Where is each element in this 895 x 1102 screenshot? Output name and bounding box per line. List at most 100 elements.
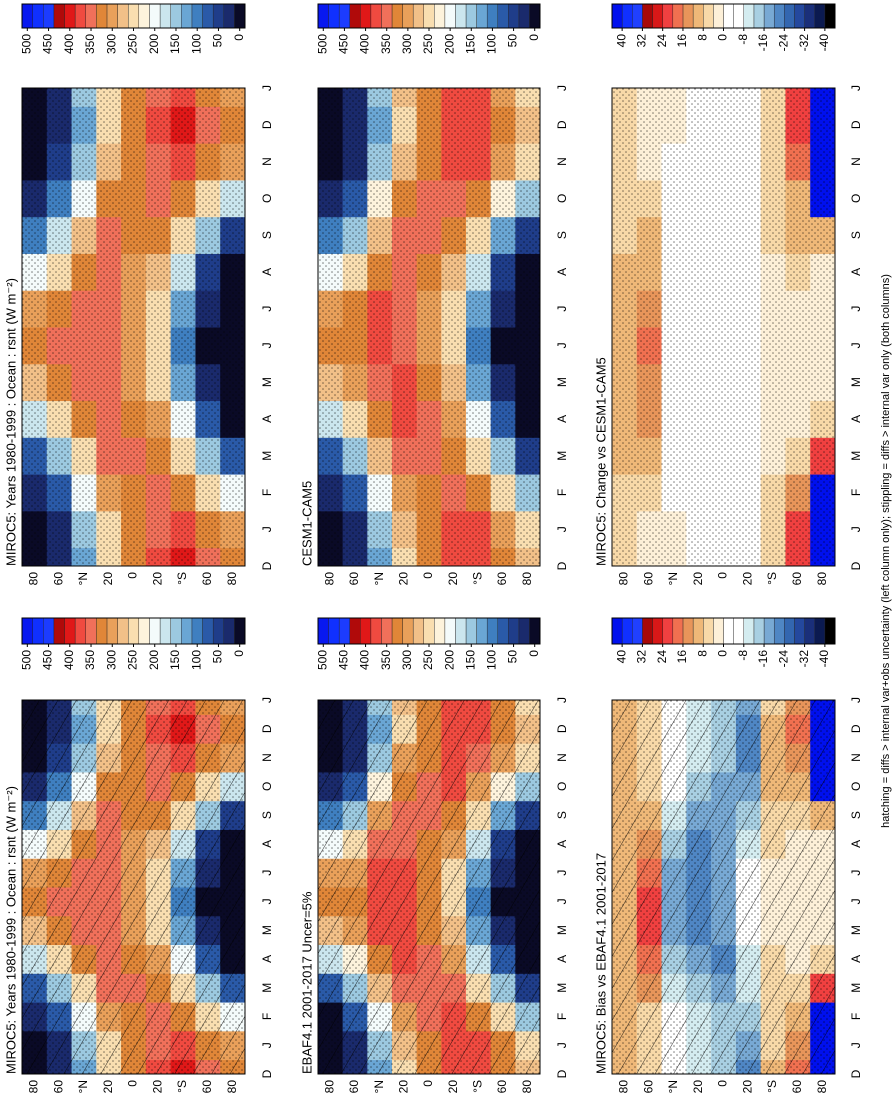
latitude-label: °S bbox=[175, 1080, 189, 1093]
latitude-label: 60 bbox=[790, 572, 804, 586]
colorbar-box bbox=[328, 3, 340, 29]
colorbar-label: 150 bbox=[168, 650, 182, 670]
month-label: J bbox=[555, 526, 569, 532]
colorbar-box bbox=[117, 617, 129, 645]
colorbar-label: 450 bbox=[337, 34, 351, 54]
colorbar-box bbox=[360, 3, 372, 29]
colorbar-box bbox=[814, 3, 826, 29]
colorbar-box bbox=[692, 3, 704, 29]
colorbar-box bbox=[181, 617, 193, 645]
colorbar-box bbox=[202, 3, 214, 29]
colorbar-box bbox=[713, 617, 724, 645]
colorbar-label: 100 bbox=[189, 34, 203, 54]
month-label: A bbox=[555, 955, 569, 963]
latitude-label: 20 bbox=[397, 572, 411, 586]
colorbar-label: 50 bbox=[211, 650, 225, 664]
month-label: N bbox=[260, 753, 274, 762]
colorbar-label: -40 bbox=[817, 650, 831, 668]
plot-frame bbox=[21, 87, 246, 567]
colorbar-box bbox=[611, 3, 623, 29]
latitude-label: 0 bbox=[716, 1080, 730, 1087]
hatching bbox=[22, 700, 245, 1074]
month-label: N bbox=[849, 157, 863, 166]
month-label: F bbox=[555, 489, 569, 496]
month-label: O bbox=[555, 782, 569, 791]
colorbar-box bbox=[370, 3, 382, 29]
month-label: D bbox=[555, 1069, 569, 1078]
colorbar-label: 300 bbox=[104, 34, 118, 54]
colorbar-box bbox=[21, 617, 33, 645]
colorbar-box bbox=[703, 3, 714, 29]
colorbar-box bbox=[703, 617, 714, 645]
latitude-label: °S bbox=[471, 572, 485, 585]
latitude-label: 60 bbox=[200, 572, 214, 586]
panel: EBAF4.1 2001-2017 Uncer=5% D J F M A M J J A S O N D J… bbox=[299, 617, 569, 1094]
colorbar-label: 300 bbox=[400, 34, 414, 54]
plot-frame bbox=[317, 87, 541, 567]
latitude-label: °N bbox=[666, 572, 680, 585]
latitude-label: 80 bbox=[323, 1080, 337, 1094]
colorbar-label: 400 bbox=[62, 34, 76, 54]
colorbar-label: 50 bbox=[506, 650, 520, 664]
month-label: D bbox=[849, 120, 863, 129]
colorbar-box bbox=[794, 3, 805, 29]
month-label: O bbox=[555, 194, 569, 203]
plot-frame bbox=[611, 699, 836, 1075]
month-label: D bbox=[555, 561, 569, 570]
month-label: A bbox=[849, 955, 863, 963]
colorbar-label: -24 bbox=[776, 34, 790, 52]
latitude-label: 20 bbox=[740, 1080, 754, 1094]
colorbar-box bbox=[632, 3, 643, 29]
latitude-label: 20 bbox=[446, 572, 460, 586]
colorbar-label: 200 bbox=[147, 34, 161, 54]
colorbar-box bbox=[794, 617, 805, 645]
colorbar-label: 200 bbox=[442, 34, 456, 54]
colorbar-label: 0 bbox=[232, 650, 246, 657]
panel: MIROC5: Years 1980-1999 : Ocean : rsnt (… bbox=[3, 617, 274, 1094]
latitude-label: 60 bbox=[641, 1080, 655, 1094]
latitude-label: 0 bbox=[421, 1080, 435, 1087]
month-label: N bbox=[555, 157, 569, 166]
colorbar-box bbox=[21, 3, 33, 29]
month-label: F bbox=[260, 1013, 274, 1020]
colorbar-box bbox=[360, 617, 372, 645]
colorbar-label: -16 bbox=[756, 34, 770, 52]
month-label: J bbox=[555, 870, 569, 876]
colorbar-label: 100 bbox=[485, 650, 499, 670]
month-label: M bbox=[849, 377, 863, 387]
latitude-label: 80 bbox=[27, 1080, 41, 1094]
colorbar-label: 500 bbox=[19, 34, 33, 54]
colorbar-box bbox=[723, 3, 734, 29]
plot-frame bbox=[611, 87, 836, 567]
month-label: M bbox=[849, 925, 863, 935]
colorbar-box bbox=[317, 3, 329, 29]
hatching bbox=[318, 700, 540, 1074]
latitude-label: 20 bbox=[691, 1080, 705, 1094]
month-label: J bbox=[260, 898, 274, 904]
colorbar-box bbox=[508, 617, 520, 645]
colorbar-box bbox=[455, 617, 467, 645]
colorbar-box bbox=[149, 617, 161, 645]
month-label: J bbox=[555, 342, 569, 348]
colorbar-label: -8 bbox=[736, 34, 750, 45]
colorbar-label: 250 bbox=[421, 650, 435, 670]
panel-title: MIROC5: Bias vs EBAF4.1 2001-2017 bbox=[593, 853, 608, 1074]
colorbar-box bbox=[611, 617, 623, 645]
colorbar-label: 0 bbox=[232, 34, 246, 41]
colorbar-box bbox=[96, 3, 108, 29]
month-label: D bbox=[260, 120, 274, 129]
month-label: J bbox=[260, 697, 274, 703]
colorbar-label: -32 bbox=[797, 34, 811, 52]
colorbar-box bbox=[317, 617, 329, 645]
colorbar-label: 8 bbox=[695, 34, 709, 41]
colorbar-label: 500 bbox=[19, 650, 33, 670]
colorbar-box bbox=[32, 617, 44, 645]
month-label: J bbox=[849, 697, 863, 703]
colorbar-box bbox=[476, 617, 488, 645]
colorbar-label: 8 bbox=[695, 650, 709, 657]
colorbar-box bbox=[212, 617, 224, 645]
latitude-label: 80 bbox=[323, 572, 337, 586]
plot-frame bbox=[21, 699, 246, 1075]
month-label: D bbox=[849, 724, 863, 733]
